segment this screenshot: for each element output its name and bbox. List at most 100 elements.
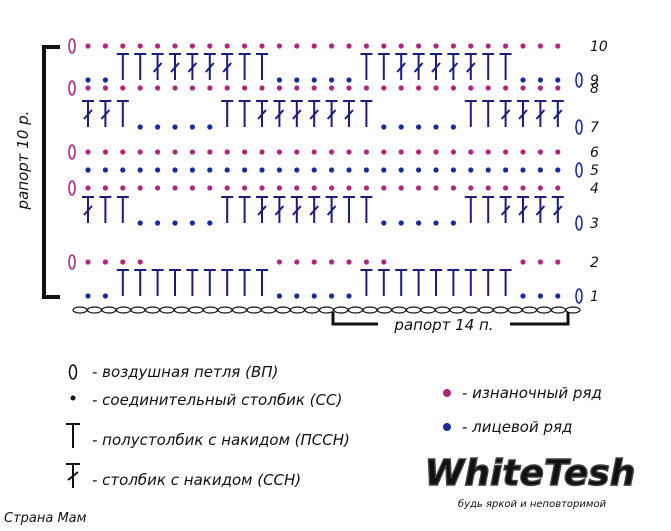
hdc-stitch [116,196,129,223]
stitch-dot [120,185,126,191]
stitch-dot [224,167,230,173]
turning-chain [68,144,76,160]
stitch-dot [137,124,143,130]
turning-chain [68,38,76,54]
stitch-dot [294,259,300,265]
stitch-dot [416,85,422,91]
stitch-dot [294,167,300,173]
foundation-chain [86,306,103,314]
hdc-stitch [499,53,512,80]
stitch-dot [416,149,422,155]
stitch-dot [189,149,195,155]
foundation-chain [376,306,393,314]
stitch-dot [485,149,491,155]
stitch-dot [398,149,404,155]
foundation-chain [536,306,552,314]
hdc-stitch [116,53,129,80]
stitch-dot [381,259,387,265]
label-bg [378,314,510,334]
stitch-dot [242,185,248,191]
stitch-dot [555,43,561,49]
stitch-dot [155,220,161,226]
stitch-dot [416,43,422,49]
stitch-dot [346,85,352,91]
row-number: 4 [590,181,599,197]
stitch-dot [155,185,161,191]
stitch-dot [503,185,509,191]
dc-stitch [82,100,94,127]
hdc-stitch [256,53,268,80]
stitch-dot [503,149,509,155]
foundation-chain [420,306,436,314]
stitch-dot [363,85,369,91]
stitch-dot [224,43,230,49]
row-legend-text: - лицевой ряд [462,418,572,436]
stitch-dot [346,43,352,49]
hdc-stitch [221,269,234,296]
dc-symbol [66,463,80,488]
foundation-chain [101,306,117,314]
row-number: 7 [590,120,599,136]
stitch-dot [311,149,317,155]
stitch-dot [242,43,248,49]
stitch-dot [485,185,491,191]
stitch-dot [259,167,265,173]
stitch-dot [520,77,526,83]
foundation-chain [173,306,190,314]
hdc-stitch [482,100,495,127]
hdc-stitch [360,53,373,80]
stitch-dot [520,43,526,49]
dc-stitch [273,196,286,223]
dc-stitch [551,196,564,223]
stitch-dot [137,167,143,173]
dc-stitch [517,196,529,223]
stitch-dot [259,85,265,91]
dc-stitch [430,53,442,80]
foundation-chain [463,306,480,314]
stitch-dot [276,149,282,155]
dc-stitch [447,53,460,80]
row-bracket [42,45,60,299]
stitch-dot [189,185,195,191]
stitch-dot [189,124,195,130]
stitch-dot [276,85,282,91]
stitch-dot [207,220,213,226]
stitch-dot [172,167,178,173]
stitch-dot [520,167,526,173]
stitch-dot [276,43,282,49]
stitch-dot [85,185,91,191]
turning-chain [575,162,583,178]
logo-slogan: будь яркой и неповторимой [458,498,607,510]
stitch-dot [155,85,161,91]
stitch-dot [102,149,108,155]
hdc-stitch [238,196,251,223]
stitch-dot [555,85,561,91]
stitch-dot [329,259,335,265]
stitch-dot [294,85,300,91]
stitch-dot [468,149,474,155]
stitch-dot [85,77,91,83]
foundation-chain [449,306,465,314]
slip-symbol [70,395,76,401]
stitch-dot [85,167,91,173]
stitch-dot [207,124,213,130]
chain-symbol [68,364,78,380]
hdc-stitch [464,196,477,223]
foundation-chain [434,306,451,314]
stitch-dot [346,259,352,265]
hdc-stitch [134,269,147,296]
stitch-dot [468,167,474,173]
dc-stitch [273,100,286,127]
stitch-dot [85,293,91,299]
stitch-dot [137,85,143,91]
turning-chain [575,288,583,304]
stitch-dot [363,185,369,191]
foundation-chain [565,306,581,314]
turning-chain [575,215,583,231]
dc-stitch [99,100,112,127]
row-number: 10 [590,39,608,55]
foundation-chain [304,306,320,314]
stitch-dot [329,185,335,191]
stitch-dot [207,85,213,91]
stitch-dot [189,167,195,173]
